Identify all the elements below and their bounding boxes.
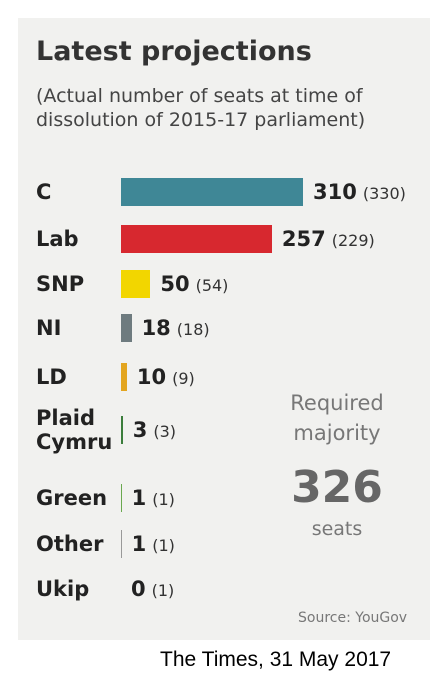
value-label: 0 (1)	[131, 577, 174, 601]
category-label: NI	[36, 316, 62, 340]
bar	[121, 270, 151, 298]
category-label: Plaid Cymru	[36, 406, 113, 454]
category-label: Ukip	[36, 577, 90, 601]
previous-value-label: (1)	[152, 490, 175, 509]
value-text: 1	[131, 486, 147, 510]
value-label: 1 (1)	[132, 486, 175, 510]
value-text: 310	[313, 180, 357, 204]
value-label: 10 (9)	[137, 365, 195, 389]
chart-subtitle: (Actual number of seats at time of disso…	[36, 85, 366, 131]
category-label: C	[36, 180, 52, 204]
value-label: 50 (54)	[160, 272, 228, 296]
previous-value-label: (54)	[195, 276, 229, 295]
value-label: 18 (18)	[142, 316, 210, 340]
previous-value-label: (9)	[172, 369, 195, 388]
panel	[18, 18, 430, 640]
annotation-label: Required majority	[290, 391, 384, 445]
bar	[121, 416, 123, 444]
value-label: 257 (229)	[282, 227, 375, 251]
previous-value-label: (1)	[151, 581, 175, 600]
annotation-value: 326	[291, 462, 383, 513]
value-text: 257	[281, 227, 326, 251]
value-label: 1 (1)	[132, 532, 175, 556]
bar	[121, 314, 132, 342]
value-text: 1	[131, 532, 147, 556]
bar	[121, 363, 127, 391]
category-label: LD	[36, 365, 67, 389]
category-label: Green	[36, 486, 108, 510]
source: Source: YouGov	[298, 610, 408, 626]
value-text: 10	[136, 365, 167, 389]
bar	[121, 225, 272, 253]
category-label: SNP	[36, 272, 85, 296]
previous-value-label: (330)	[362, 184, 406, 203]
bar	[121, 178, 303, 206]
previous-value-label: (3)	[153, 422, 177, 441]
annotation-unit: seats	[311, 518, 363, 540]
bar	[121, 530, 122, 558]
bar	[121, 484, 122, 512]
value-label: 3 (3)	[133, 418, 176, 442]
chart-title: Latest projections	[36, 36, 312, 67]
previous-value-label: (229)	[331, 231, 375, 250]
category-label: Other	[36, 532, 104, 556]
value-text: 0	[131, 577, 146, 601]
previous-value-label: (1)	[152, 536, 175, 555]
value-text: 3	[132, 418, 148, 442]
value-label: 310 (330)	[313, 180, 406, 204]
category-label: Lab	[36, 227, 79, 251]
value-text: 50	[160, 272, 190, 296]
caption: The Times, 31 May 2017	[160, 648, 392, 671]
previous-value-label: (18)	[176, 320, 210, 339]
value-text: 18	[141, 316, 171, 340]
